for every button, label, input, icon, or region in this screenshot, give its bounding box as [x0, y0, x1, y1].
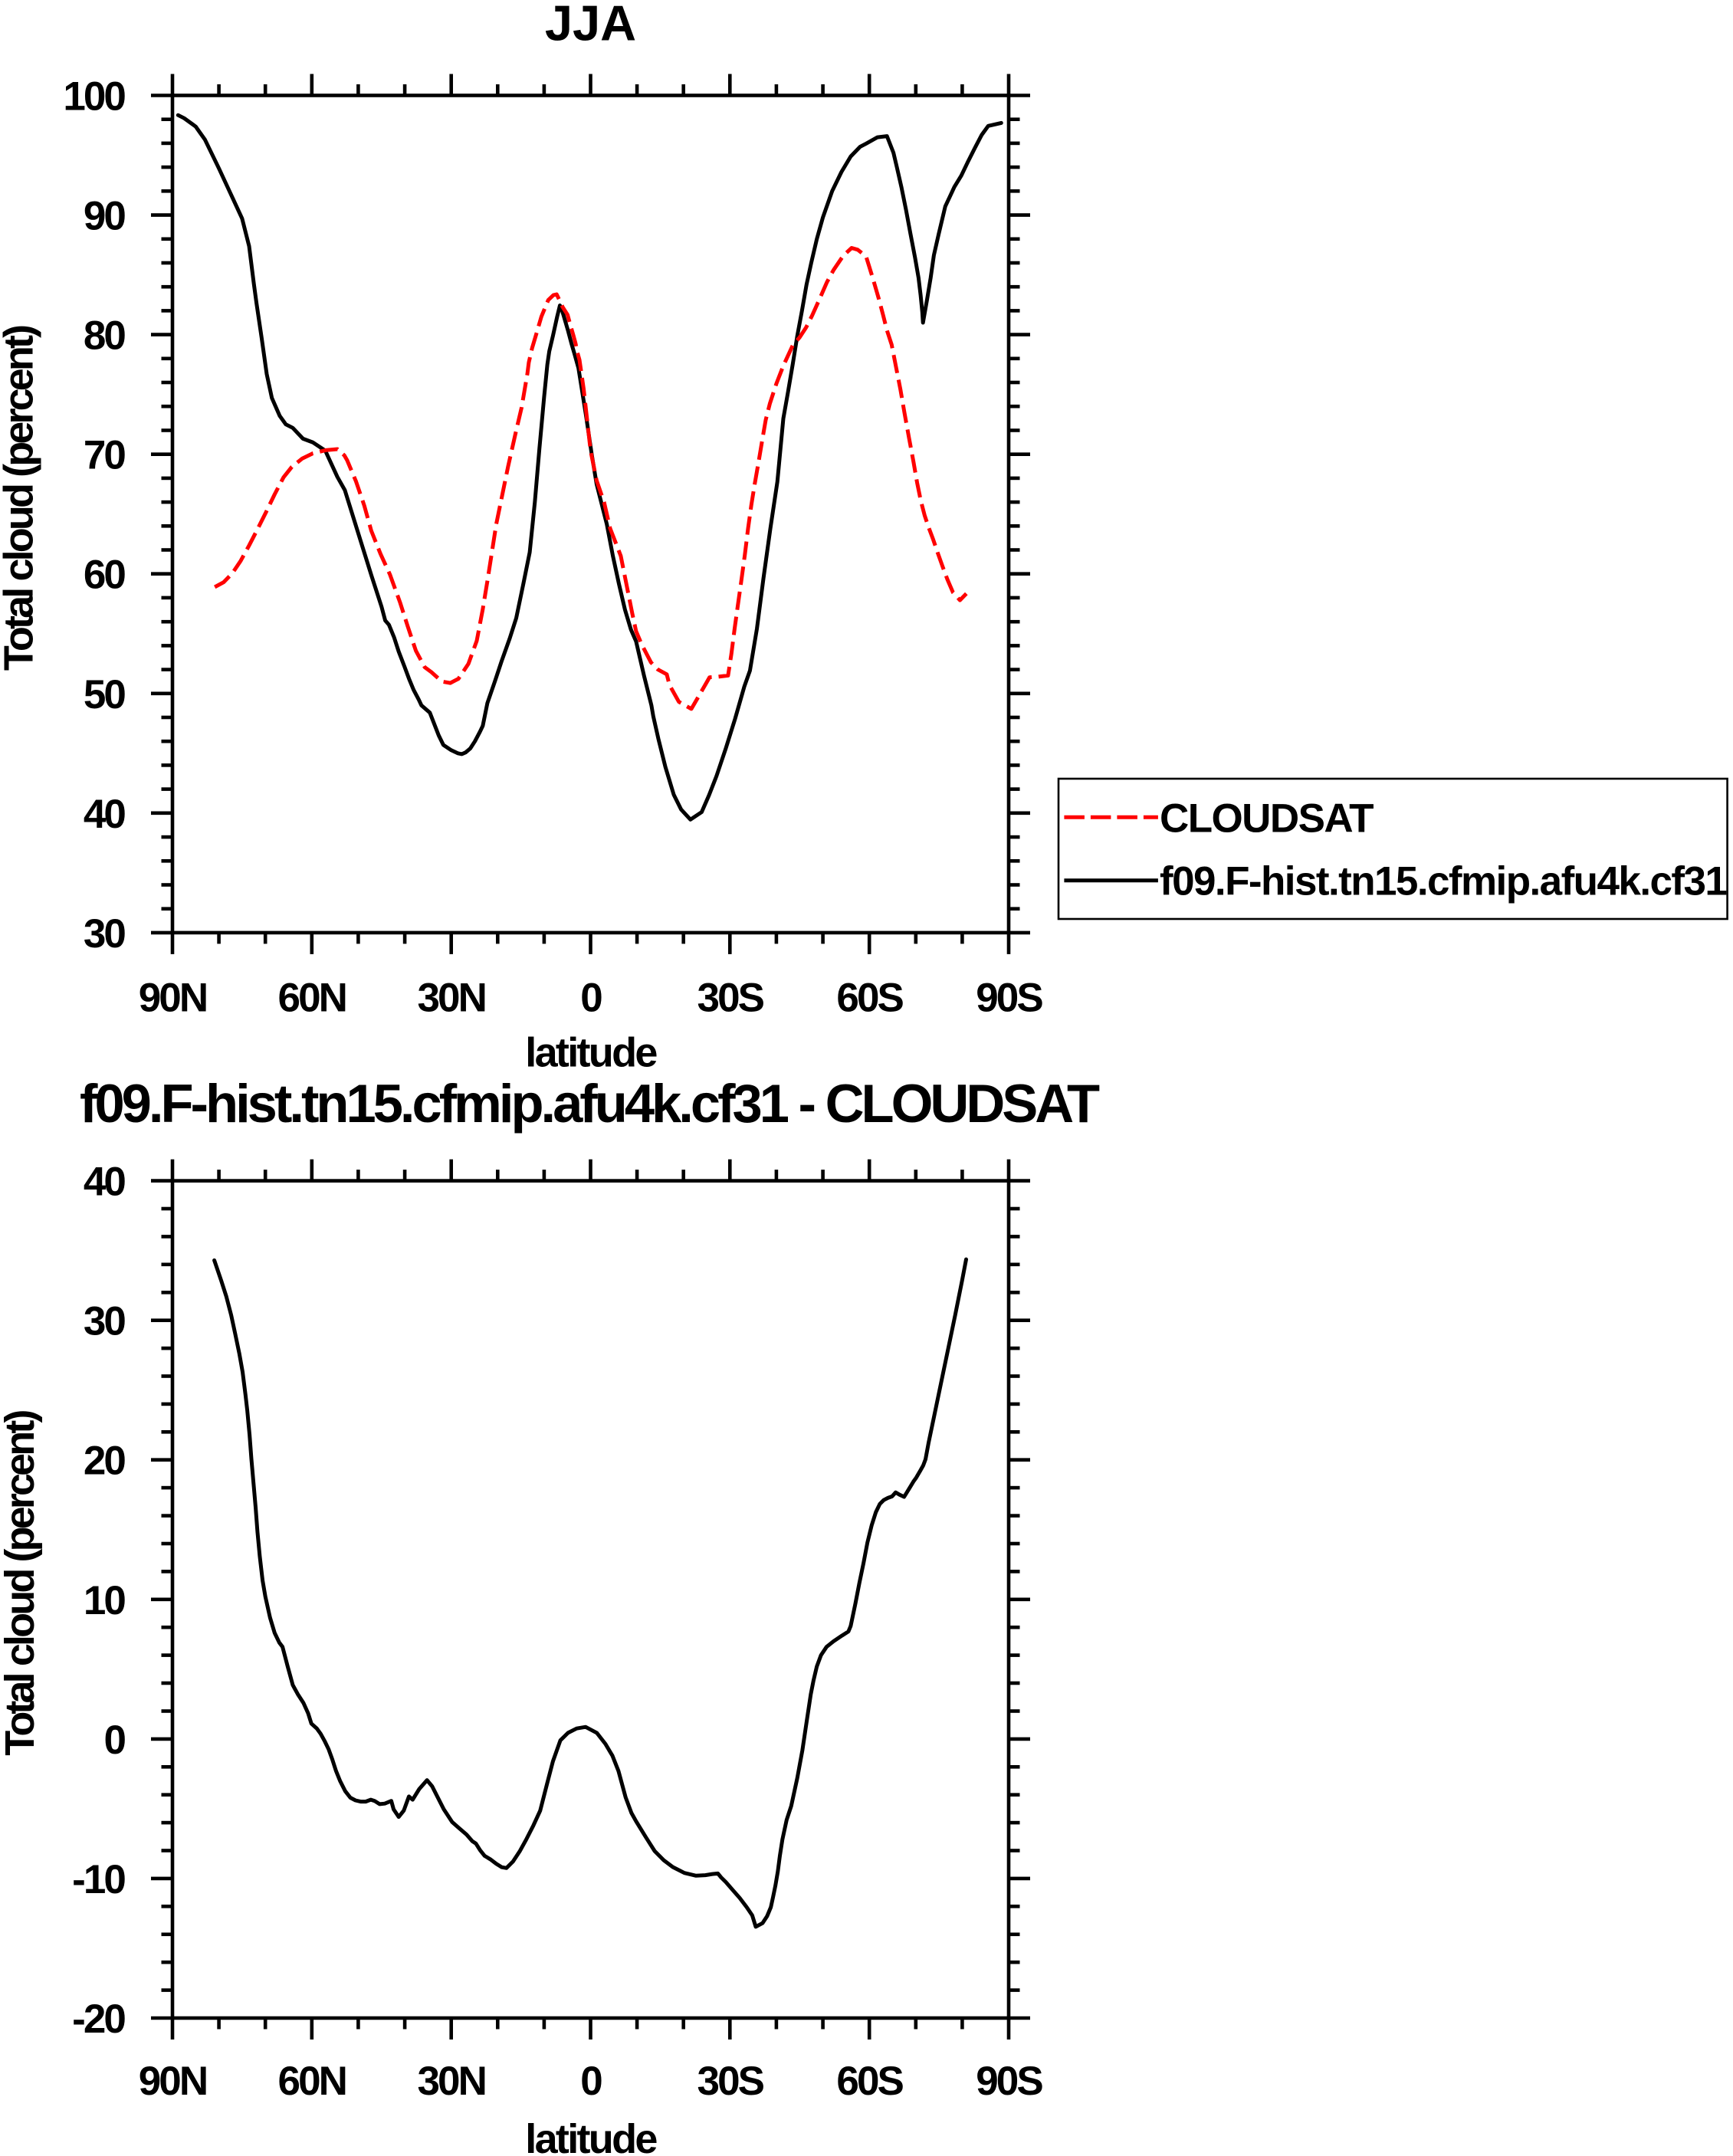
- svg-text:40: 40: [84, 792, 126, 837]
- svg-text:60S: 60S: [836, 2059, 903, 2104]
- svg-text:50: 50: [84, 672, 126, 717]
- svg-text:-20: -20: [72, 1997, 125, 2042]
- svg-text:90N: 90N: [139, 976, 206, 1021]
- svg-text:CLOUDSAT: CLOUDSAT: [1160, 796, 1374, 841]
- svg-text:30S: 30S: [697, 2059, 764, 2104]
- svg-text:90S: 90S: [976, 976, 1042, 1021]
- svg-text:20: 20: [84, 1439, 126, 1484]
- svg-text:10: 10: [84, 1578, 126, 1623]
- svg-text:30: 30: [84, 1299, 126, 1344]
- svg-text:Total cloud (percent): Total cloud (percent): [0, 1411, 43, 1756]
- svg-text:0: 0: [580, 976, 602, 1021]
- svg-text:60N: 60N: [278, 2059, 346, 2104]
- svg-text:40: 40: [84, 1160, 126, 1205]
- svg-text:30N: 30N: [417, 2059, 484, 2104]
- svg-text:30N: 30N: [417, 976, 484, 1021]
- svg-text:0: 0: [580, 2059, 602, 2104]
- svg-text:80: 80: [84, 313, 126, 359]
- svg-text:Total cloud (percent): Total cloud (percent): [0, 326, 42, 671]
- svg-text:JJA: JJA: [545, 0, 636, 51]
- svg-text:100: 100: [63, 74, 125, 120]
- svg-text:f09.F-hist.tn15.cfmip.afu4k.cf: f09.F-hist.tn15.cfmip.afu4k.cf31: [1160, 859, 1726, 904]
- svg-text:90N: 90N: [139, 2059, 206, 2104]
- svg-text:0: 0: [103, 1718, 125, 1763]
- svg-text:60N: 60N: [278, 976, 346, 1021]
- svg-text:-10: -10: [72, 1857, 125, 1902]
- svg-text:70: 70: [84, 433, 126, 478]
- svg-text:90: 90: [84, 194, 126, 239]
- svg-text:90S: 90S: [976, 2059, 1042, 2104]
- svg-text:60: 60: [84, 553, 126, 598]
- svg-text:60S: 60S: [836, 976, 903, 1021]
- svg-text:latitude: latitude: [525, 2116, 657, 2156]
- svg-text:f09.F-hist.tn15.cfmip.afu4k.cf: f09.F-hist.tn15.cfmip.afu4k.cf31 - CLOUD…: [80, 1073, 1100, 1134]
- svg-text:latitude: latitude: [525, 1030, 657, 1076]
- svg-text:30S: 30S: [697, 976, 764, 1021]
- svg-text:30: 30: [84, 911, 126, 957]
